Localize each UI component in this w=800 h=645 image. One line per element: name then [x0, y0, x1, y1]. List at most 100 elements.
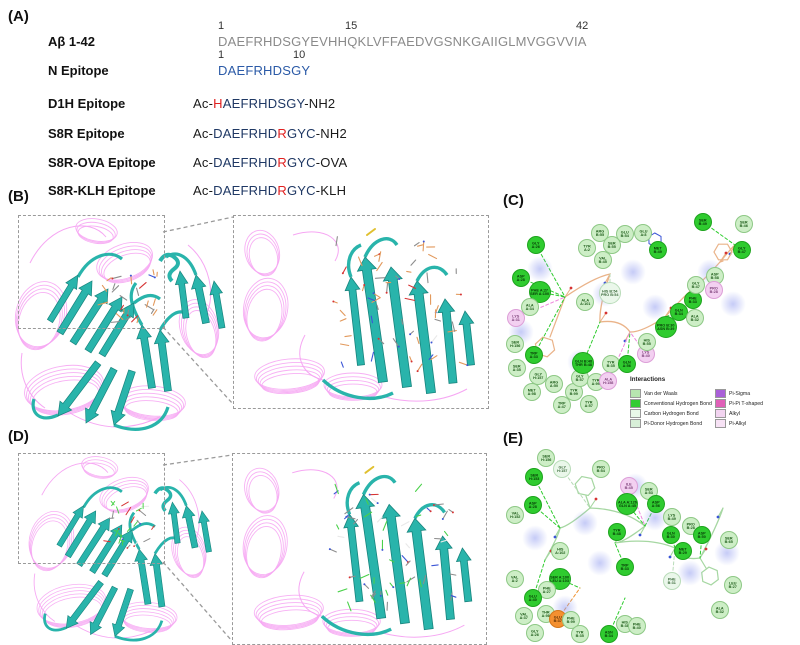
legend-label: Conventional Hydrogen Bond [644, 400, 712, 406]
position-marker: 1 [218, 49, 225, 61]
legend-swatch [630, 388, 641, 398]
residue-label: ILE B:45 [624, 481, 634, 490]
residue-label: PRO B:28 [709, 285, 719, 294]
residue-label: LYS B:40 [641, 349, 651, 358]
panel-b-binding-site [242, 228, 475, 402]
residue-label: ALA B:32 [690, 313, 700, 322]
sequence-segment: -NH2 [315, 126, 347, 141]
residue-label: LYS A:31 [511, 313, 521, 322]
peptide-sequence: Ac-DAEFRHDRGYC-NH2 [193, 126, 347, 141]
position-marker: 42 [576, 20, 589, 32]
sequence-segment: Ac- [193, 96, 214, 111]
panel-d-inset-box [18, 453, 165, 564]
residue-badge: TRP A:47 [553, 396, 571, 414]
sequence-segment: Ac- [193, 183, 214, 198]
legend-label: Alkyl [729, 410, 740, 416]
residue-label: ASP A:56 [651, 499, 661, 508]
sequence-row: D1H Epitope Ac-HAEFRHDSGY-NH2 [0, 96, 600, 118]
residue-label: MET B:29 [678, 546, 688, 555]
residue-label: MET B:49 [653, 245, 663, 254]
sequence-row: S8R Epitope Ac-DAEFRHDRGYC-NH2 [0, 126, 600, 148]
residue-badge: PHE B:99 [562, 611, 580, 629]
sequence-segment: GYC [286, 126, 316, 141]
residue-label: GLN B:48 THR B:48 [574, 358, 592, 367]
residue-badge: GLY A:26 [527, 236, 545, 254]
residue-label: GLY B:57 [575, 373, 585, 382]
residue-label: ALA A:101 [579, 297, 591, 306]
panel-b-inset-box [18, 215, 165, 329]
residue-label: GLN B:34 [674, 307, 684, 316]
legend-title: Interactions [630, 376, 666, 383]
legend-left-column: Van der Waals Conventional Hydrogen Bond C… [630, 388, 715, 428]
residue-badge: ASP A:28 [512, 269, 530, 287]
residue-badge: ILE B:45 [620, 477, 638, 495]
residue-badge: HIS B:55 [638, 333, 656, 351]
residue-label: THR A:98 [541, 609, 551, 618]
residue-badge: SER B:49 [694, 213, 712, 231]
panel-b-zoom-box [233, 215, 489, 409]
residue-badge: ALA B:32 [711, 601, 729, 619]
residue-badge: ALA A:101 [576, 293, 594, 311]
residue-badge: GLY H:157 [553, 460, 571, 478]
legend-right-column: Pi-Sigma Pi-Pi T-shaped Alkyl Pi-Alkyl [715, 388, 800, 428]
sequence-segment: R [277, 155, 287, 170]
residue-label: ALA A:126 GLN A:45 [617, 499, 637, 508]
sequence-segment: DAEFRHDSGYEVHHQKLVFFAEDVGSNKGAIIGLMVGGVV… [218, 34, 587, 49]
sequence-segment: H [213, 96, 223, 111]
residue-badge: GLN A:56 [618, 355, 636, 373]
residue-label: ALA B:32 [715, 605, 725, 614]
legend-swatch [715, 408, 726, 418]
legend-label: Van der Waals [644, 390, 678, 396]
sequence-segment: R [277, 183, 287, 198]
position-marker: 1 [218, 20, 225, 32]
legend-swatch [630, 398, 641, 408]
residue-label: GLU B:54 [620, 229, 630, 238]
residue-badge: GLN B:30 [662, 526, 680, 544]
residue-badge: GLY B:47 [687, 276, 705, 294]
residue-badge: MET A:98 [523, 383, 541, 401]
residue-label: TRP A:33 [529, 350, 539, 359]
residue-badge: LYS B:49 [663, 508, 681, 526]
residue-label: SER H:153 [528, 472, 540, 481]
residue-badge: ASP B:58 [706, 267, 724, 285]
epitope-name: S8R-OVA Epitope [48, 155, 156, 170]
residue-label: ALA H:158 [602, 376, 614, 385]
residue-label: SER A:100 LEU A:103 [550, 574, 570, 583]
residue-label: ASP A:28 [528, 500, 538, 509]
residue-label: ARG A:50 [549, 379, 559, 388]
residue-label: SER B:55 [607, 240, 617, 249]
residue-badge: VAL H:152 [506, 506, 524, 524]
residue-badge: TYR B:35 [571, 625, 589, 643]
legend-label: Carbon Hydrogen Bond [644, 410, 699, 416]
peptide-sequence: 1 10 DAEFRHDSGY [218, 49, 310, 78]
sequence-segment: DAEFRHD [213, 183, 278, 198]
residue-label: PHE B:99 [566, 615, 576, 624]
panel-d-label: (D) [8, 428, 29, 445]
residue-badge: SER B:46 [735, 215, 753, 233]
residue-label: PRO B:54 [596, 464, 606, 473]
legend-item: Pi-Pi T-shaped [715, 398, 800, 408]
legend-item: Carbon Hydrogen Bond [630, 408, 715, 418]
residue-label: SER A:35 [512, 363, 522, 372]
residue-label: SER A:53 [644, 486, 654, 495]
residue-label: SER B:49 [698, 217, 708, 226]
residue-badge: ARG A:50 [545, 375, 563, 393]
legend-item: Pi-Sigma [715, 388, 800, 398]
residue-label: LEU B:27 [728, 580, 738, 589]
residue-badge: PHE B:40 [628, 617, 646, 635]
residue-label: GLY H:157 [556, 464, 568, 473]
peptide-sequence: Ac-DAEFRHDRGYC-KLH [193, 183, 346, 198]
legend-item: Pi-Alkyl [715, 418, 800, 428]
residue-label: HIS B:54 PRO B:54 [601, 288, 619, 297]
panel-e-label: (E) [503, 430, 523, 447]
panel-b-complex-structure [14, 218, 226, 431]
sequence-segment: GYC [286, 183, 316, 198]
panel-a-label: (A) [8, 8, 29, 25]
residue-label: PRO B:30 ASN B:39 [657, 322, 675, 331]
residue-badge: TRP B:33 [616, 558, 634, 576]
residue-label: GLY B:47 [691, 280, 701, 289]
panel-c-label: (C) [503, 192, 524, 209]
residue-badge: LEU B:27 [724, 576, 742, 594]
residue-label: PHE A:27 [542, 585, 552, 594]
